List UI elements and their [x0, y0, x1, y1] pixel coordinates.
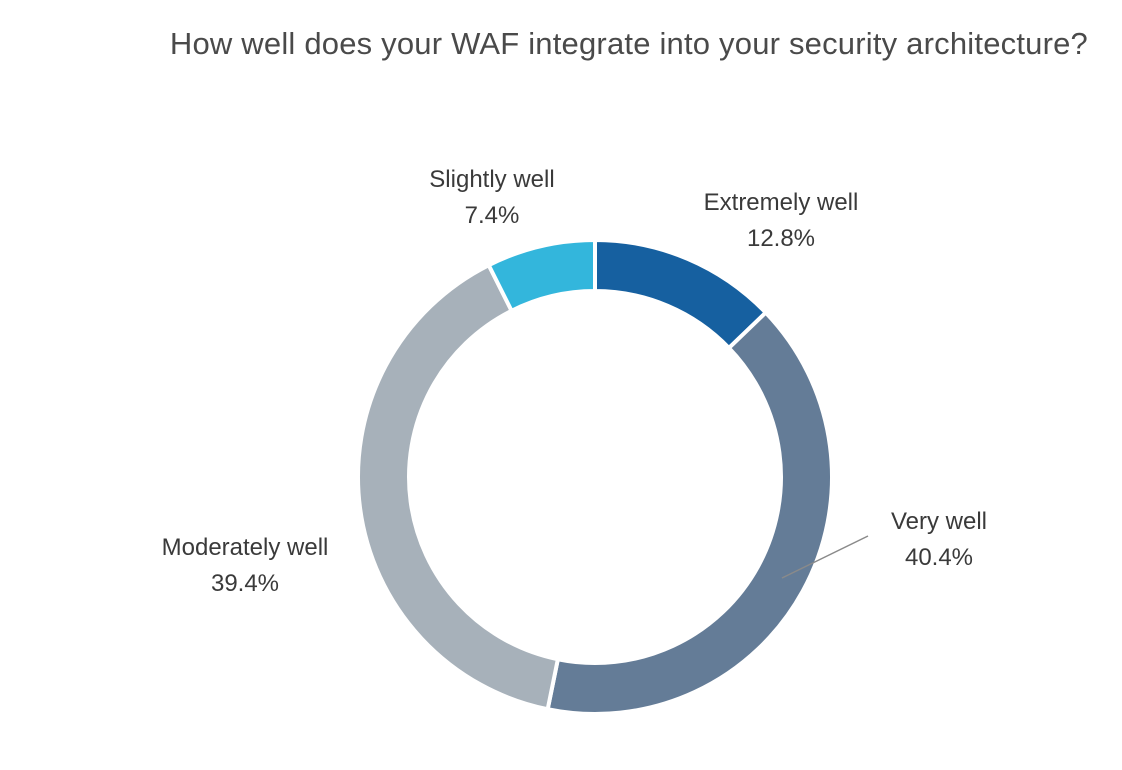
slice-label-slightly-well: Slightly well: [429, 166, 554, 193]
donut-slices: [356, 237, 834, 716]
slice-value-slightly-well: 7.4%: [465, 202, 520, 229]
very-well-leader-line: [781, 535, 869, 579]
slice-moderately-well: [356, 262, 561, 712]
slice-very-well: [545, 309, 834, 716]
slice-label-moderately-well: Moderately well: [162, 534, 329, 561]
slice-label-extremely-well: Extremely well: [704, 189, 859, 216]
slice-labels: Extremely well 12.8% Very well 40.4% Mod…: [162, 166, 987, 597]
slice-label-very-well: Very well: [891, 508, 987, 535]
slice-value-very-well: 40.4%: [905, 544, 973, 571]
slice-value-moderately-well: 39.4%: [211, 570, 279, 597]
slice-slightly-well: [486, 237, 597, 314]
slice-extremely-well: [593, 237, 769, 351]
slice-value-extremely-well: 12.8%: [747, 225, 815, 252]
chart-title: How well does your WAF integrate into yo…: [169, 26, 1088, 61]
